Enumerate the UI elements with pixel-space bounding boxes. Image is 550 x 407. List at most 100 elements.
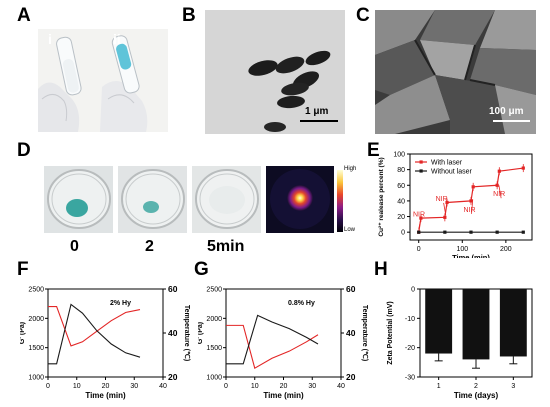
- y-left-tick-label: 2500: [206, 287, 222, 294]
- y-axis-label: Zeta Potential (mV): [387, 301, 394, 364]
- series-line-right: [48, 303, 141, 365]
- x-tick-label: 10: [251, 383, 259, 390]
- y-right-tick-label: 40: [168, 328, 178, 338]
- time-label-5min: 5min: [207, 238, 245, 255]
- legend-marker: [419, 169, 423, 173]
- data-point: [417, 230, 421, 234]
- y-right-tick-label: 20: [346, 372, 356, 382]
- y-left-axis-label: G' (Pa): [198, 322, 204, 344]
- data-point: [443, 230, 447, 234]
- y-right-tick-label: 60: [346, 284, 356, 294]
- dish-0min: [44, 166, 113, 233]
- series-line-right: [226, 314, 319, 365]
- photo-vials: i ii: [38, 29, 168, 132]
- dish-2min: [118, 166, 187, 233]
- x-axis-label: Time (days): [454, 391, 499, 400]
- y-tick-label: -10: [405, 316, 415, 323]
- nir-annotation: NIR: [493, 191, 505, 198]
- x-axis-label: Time (min): [263, 391, 304, 400]
- sem-image: 100 μm: [375, 10, 536, 134]
- y-left-tick-label: 1500: [206, 345, 222, 352]
- y-left-tick-label: 1000: [206, 375, 222, 382]
- legend-marker: [419, 160, 423, 164]
- x-tick-label: 20: [280, 383, 288, 390]
- y-tick-label: 60: [397, 183, 405, 190]
- series-line-left: [226, 324, 319, 370]
- nir-annotation: NIR: [413, 212, 425, 219]
- x-axis-label: Time (min): [85, 391, 126, 400]
- nir-annotation: NIR: [464, 207, 476, 214]
- y-right-axis-label: Temperature (℃): [183, 305, 191, 361]
- panel-label-d: D: [17, 140, 31, 161]
- x-tick-label: 30: [308, 383, 316, 390]
- chart-h-zeta: 0 -10 -20 -30 1 2 3 Time (days) Zeta Potential (…: [387, 287, 533, 400]
- bar: [425, 289, 453, 354]
- axes-frame: [47, 288, 164, 378]
- y-left-tick-label: 1500: [28, 345, 44, 352]
- sublabel-ii: ii: [113, 31, 121, 47]
- x-tick-label: 10: [73, 383, 81, 390]
- y-left-tick-label: 2000: [28, 316, 44, 323]
- y-tick-label: 80: [397, 167, 405, 174]
- time-label-2: 2: [145, 238, 154, 255]
- y-axis-label: Cu²⁺ realease percent (%): [378, 157, 385, 236]
- x-tick-label: 40: [159, 383, 167, 390]
- bar: [462, 289, 490, 360]
- concentration-annotation: 0.8% Hy: [288, 300, 315, 307]
- y-left-tick-label: 1000: [28, 375, 44, 382]
- time-label-0: 0: [70, 238, 79, 255]
- x-tick-label: 200: [500, 246, 512, 253]
- nir-arrow: [443, 202, 447, 216]
- nir-arrow: [471, 199, 474, 214]
- chart-e-release: 0 20 40 60 80 100 0 100 200 Time (min) Cu²⁺ realea…: [378, 152, 533, 258]
- y-right-tick-label: 20: [168, 372, 178, 382]
- x-tick-label: 1: [437, 383, 441, 390]
- y-tick-label: 40: [397, 198, 405, 205]
- x-tick-label: 20: [102, 383, 110, 390]
- y-tick-label: 100: [393, 152, 405, 159]
- panel-label-a: A: [17, 5, 31, 26]
- x-tick-label: 2: [474, 383, 478, 390]
- panel-label-e: E: [367, 140, 380, 161]
- data-point: [469, 230, 473, 234]
- nir-arrow: [418, 218, 422, 230]
- x-tick-label: 0: [224, 383, 228, 390]
- y-tick-label: 20: [397, 214, 405, 221]
- y-right-tick-label: 40: [346, 328, 356, 338]
- panel-label-g: G: [194, 259, 209, 280]
- data-point: [495, 230, 499, 234]
- x-tick-label: 40: [337, 383, 345, 390]
- legend-label: Without laser: [431, 169, 473, 176]
- bar: [499, 289, 527, 357]
- tem-image: 1 μm: [205, 10, 345, 134]
- y-left-tick-label: 2500: [28, 287, 44, 294]
- legend-label: With laser: [431, 160, 463, 167]
- x-tick-label: 0: [46, 383, 50, 390]
- axes-frame: [409, 153, 533, 241]
- dish-5min: [192, 166, 261, 233]
- y-tick-label: 0: [411, 287, 415, 294]
- sem-scalebar-label: 100 μm: [489, 106, 524, 117]
- panel-label-c: C: [356, 5, 370, 26]
- y-left-axis-label: G' (Pa): [20, 322, 26, 344]
- y-right-axis-label: Temperature (℃): [361, 305, 369, 361]
- thermal-image: [266, 166, 334, 233]
- thermal-colorbar: [337, 170, 343, 232]
- y-right-tick-label: 60: [168, 284, 178, 294]
- nir-arrow: [498, 185, 502, 199]
- panel-label-f: F: [17, 259, 29, 280]
- colorbar-high-label: High: [344, 166, 357, 172]
- x-tick-label: 3: [511, 383, 515, 390]
- y-tick-label: 0: [401, 230, 405, 237]
- x-tick-label: 30: [130, 383, 138, 390]
- tem-scalebar-label: 1 μm: [305, 106, 329, 117]
- panel-label-h: H: [374, 259, 388, 280]
- y-tick-label: -20: [405, 345, 415, 352]
- data-point: [521, 230, 525, 234]
- nir-annotation: NIR: [436, 196, 448, 203]
- concentration-annotation: 2% Hy: [110, 300, 131, 307]
- x-tick-label: 0: [417, 246, 421, 253]
- series-line-left: [48, 306, 141, 347]
